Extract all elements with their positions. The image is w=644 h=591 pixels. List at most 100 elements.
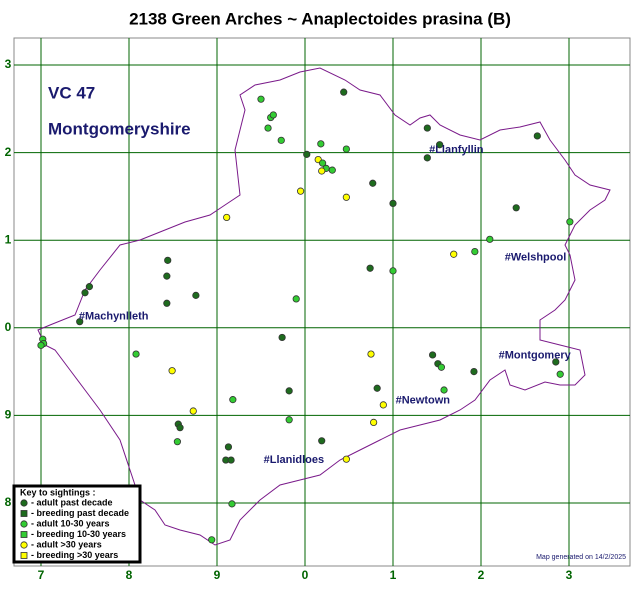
sighting (471, 247, 479, 256)
sighting (342, 455, 350, 463)
x-grid-label: 0 (302, 568, 309, 582)
county-boundary (37, 67, 611, 546)
key-label: - adult >30 years (31, 539, 102, 549)
key-label: - breeding 10-30 years (31, 529, 126, 539)
towns: #Llanfyllin #Welshpool #Machynlleth #Montgo… (79, 144, 572, 466)
sighting (20, 499, 28, 507)
x-grid-label: 1 (390, 568, 397, 582)
x-grid-label: 2 (478, 568, 485, 582)
sighting (85, 283, 94, 291)
sighting (285, 387, 293, 395)
sighting (436, 141, 444, 149)
sighting (227, 456, 235, 464)
sighting (317, 140, 325, 148)
sighting (318, 167, 326, 175)
sighting (76, 318, 84, 326)
region-name: Montgomeryshire (48, 119, 191, 138)
sighting (556, 370, 564, 378)
y-grid-label: 3 (5, 57, 12, 71)
key-label: - breeding past decade (31, 508, 129, 518)
town-label: #Machynlleth (79, 310, 149, 322)
sighting (189, 407, 197, 415)
sighting (512, 204, 520, 212)
x-grid-label: 8 (126, 568, 133, 582)
sighting (423, 154, 431, 162)
y-grid-label: 2 (5, 145, 12, 159)
sighting (318, 159, 327, 167)
sighting (229, 396, 237, 404)
y-grid-label: 0 (5, 320, 12, 334)
town-label: #Newtown (396, 394, 451, 406)
key-title: Key to sightings : (20, 487, 96, 497)
sighting (224, 443, 233, 451)
sighting (277, 136, 285, 144)
sighting (379, 401, 387, 409)
sighting (450, 250, 458, 258)
x-grid-label: 7 (38, 568, 45, 582)
sighting (168, 367, 176, 375)
key-label: - breeding >30 years (31, 550, 118, 560)
town-label: #Welshpool (505, 252, 567, 264)
sighting (533, 132, 541, 140)
sighting (369, 179, 377, 187)
sighting (437, 363, 445, 371)
sighting (342, 145, 350, 153)
sighting (370, 418, 378, 427)
region-code: VC 47 (48, 83, 95, 102)
sightings (37, 88, 574, 544)
sighting (20, 541, 28, 549)
sighting (486, 235, 494, 243)
key-box (12, 484, 142, 564)
sighting (257, 95, 265, 103)
sighting (192, 291, 200, 299)
sighting (318, 437, 326, 445)
key-label: - adult past decade (31, 497, 113, 507)
town-label: #Llanfyllin (429, 144, 484, 156)
sighting (264, 124, 272, 132)
sighting (373, 384, 381, 392)
sighting (20, 552, 28, 559)
sighting (340, 88, 348, 96)
town-label: #Llanidloes (264, 454, 325, 466)
x-grid-label: 3 (566, 568, 573, 582)
y-grid-label: 8 (5, 495, 12, 509)
sighting (20, 510, 28, 517)
sighting (20, 531, 28, 538)
x-grid-label: 9 (214, 568, 221, 582)
sighting (428, 351, 437, 359)
sighting (303, 150, 311, 158)
sighting (552, 358, 560, 366)
y-grid-label: 9 (5, 408, 12, 422)
sighting (163, 272, 171, 280)
sighting (208, 536, 216, 544)
sighting (173, 438, 181, 446)
map-frame (13, 37, 631, 567)
sighting (278, 333, 286, 342)
sighting (342, 193, 350, 201)
sighting (81, 289, 89, 297)
sighting (292, 295, 300, 303)
sighting (296, 187, 305, 195)
sighting (366, 264, 374, 272)
sighting (132, 350, 140, 358)
sighting (328, 166, 336, 174)
sighting (20, 520, 28, 528)
sighting (163, 299, 171, 307)
key-label: - adult 10-30 years (31, 518, 110, 528)
sighting (470, 367, 478, 376)
map-title: 2138 Green Arches ~ Anaplectoides prasin… (129, 9, 511, 28)
sighting (37, 341, 45, 349)
y-grid-label: 1 (5, 232, 12, 246)
sighting (223, 213, 231, 222)
sighting (389, 267, 397, 275)
sighting (389, 199, 397, 208)
sighting (176, 424, 184, 432)
town-label: #Montgomery (499, 350, 572, 362)
sighting (285, 416, 293, 424)
sighting (423, 124, 431, 132)
sighting (367, 350, 375, 358)
sighting (228, 500, 236, 508)
sighting (566, 218, 574, 226)
sighting (269, 111, 277, 119)
